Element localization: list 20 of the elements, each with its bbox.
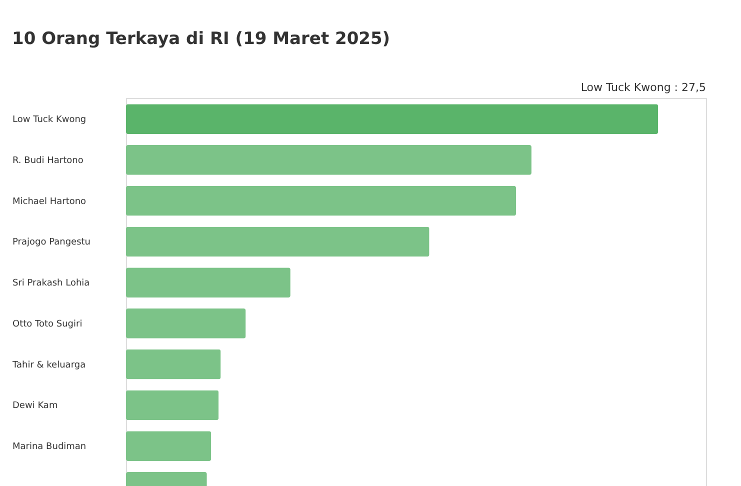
y-tick-label: Marina Budiman xyxy=(12,442,86,452)
bar xyxy=(126,268,290,298)
bar xyxy=(126,390,219,420)
bar xyxy=(126,145,532,175)
y-tick-label: Dewi Kam xyxy=(12,401,58,412)
bar xyxy=(126,349,221,380)
y-tick-label: Otto Toto Sugiri xyxy=(12,319,82,330)
y-tick-label: Tahir & keluarga xyxy=(12,360,86,370)
y-tick-label: Prajogo Pangestu xyxy=(12,238,90,248)
y-tick-label: R. Budi Hartono xyxy=(12,156,84,166)
bar xyxy=(126,308,246,338)
chart-title: 10 Orang Terkaya di RI (19 Maret 2025) xyxy=(12,29,390,49)
bar xyxy=(126,431,212,461)
bar xyxy=(126,104,658,134)
bar xyxy=(126,226,430,257)
text: Low Tuck Kwong : 27,5 xyxy=(580,81,706,94)
y-tick-label: Michael Hartono xyxy=(12,196,87,207)
y-tick-label: Sri Prakash Lohia xyxy=(12,278,90,289)
y-tick-label: Low Tuck Kwong xyxy=(12,115,86,126)
bar xyxy=(126,186,516,216)
